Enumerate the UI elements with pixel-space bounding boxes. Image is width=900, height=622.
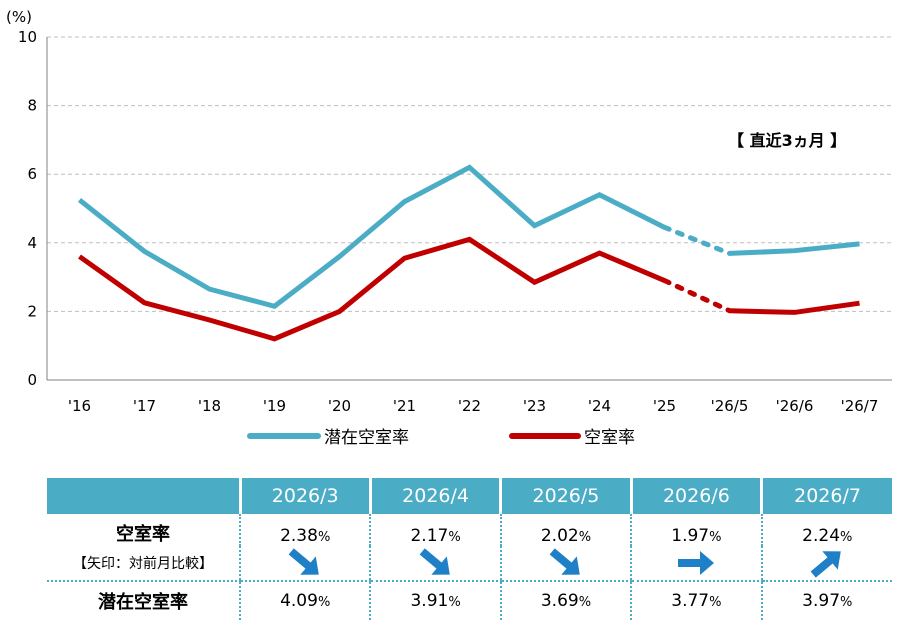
percent-sign: %: [840, 595, 853, 610]
y-tick-labels: 0 2 4 6 8 10: [18, 28, 37, 389]
trend-arrow-cell: [760, 546, 892, 582]
trend-arrow-icon: [288, 548, 319, 575]
y-tick-label: 8: [27, 97, 37, 115]
legend-label-potential: 潜在空室率: [324, 428, 409, 448]
vacancy-value: 2.38: [280, 526, 318, 546]
vacancy-cell: 2.38%: [238, 514, 371, 546]
x-tick-label: '17: [133, 397, 156, 415]
series-line-recent: [729, 241, 860, 256]
percent-sign: %: [709, 595, 722, 610]
series-line-solid: [78, 236, 666, 342]
row-label-potential: 潜在空室率: [47, 581, 240, 620]
potential-value: 3.69: [540, 591, 579, 611]
percent-sign: %: [578, 530, 592, 545]
series-line-solid: [77, 164, 666, 309]
potential-value: 3.97: [802, 591, 841, 611]
row-label-arrow-note: 【矢印：対前月比較】: [47, 546, 240, 582]
y-tick-label: 4: [27, 234, 37, 252]
header-month: 2026/5: [499, 478, 632, 514]
axes: [46, 37, 892, 381]
x-tick-label: '26/5: [711, 397, 749, 415]
series-lines: [77, 164, 860, 342]
x-tick-label: '26/6: [776, 397, 814, 415]
potential-value: 3.91: [410, 591, 449, 611]
x-tick-label: '16: [68, 397, 91, 415]
x-tick-label: '25: [653, 397, 676, 415]
potential-value: 3.77: [671, 591, 710, 611]
arrow-shape: [810, 551, 842, 578]
vacancy-cell: 2.02%: [499, 514, 632, 546]
recent-3-months-annotation: 【 直近3ヵ月 】: [728, 131, 846, 150]
potential-cell: 3.77%: [630, 581, 762, 620]
vacancy-cell: 1.97%: [630, 514, 762, 546]
percent-sign: %: [317, 530, 331, 545]
potential-label: 潜在空室率: [98, 592, 188, 613]
x-tick-label: '20: [328, 397, 351, 415]
trend-arrow-cell: [238, 546, 371, 582]
vacancy-value: 2.24: [802, 526, 841, 546]
percent-sign: %: [840, 530, 853, 545]
x-tick-label: '26/7: [841, 397, 879, 415]
header-month: 2026/4: [368, 478, 501, 514]
arrow-shape: [419, 548, 450, 575]
trend-arrow-cell: [369, 546, 501, 582]
header-month: 2026/7: [760, 478, 892, 514]
series-line-dotted: [662, 278, 732, 314]
y-tick-label: 2: [27, 302, 37, 320]
table-row-potential: 潜在空室率 4.09% 3.91% 3.69% 3.77% 3.97%: [47, 581, 892, 620]
header-month: 2026/3: [238, 478, 371, 514]
legend-label-vacancy: 空室率: [584, 428, 635, 448]
potential-cell: 3.97%: [760, 581, 892, 620]
arrow-shape: [288, 548, 319, 575]
series-line-dotted: [662, 224, 732, 256]
potential-value: 4.09: [280, 591, 318, 611]
table-row-arrows: 【矢印：対前月比較】: [47, 546, 892, 582]
y-tick-label: 0: [27, 371, 37, 389]
vacancy-value: 2.02: [540, 526, 579, 546]
trend-arrow-icon: [678, 551, 715, 575]
header-blank-cell: [47, 478, 240, 514]
vacancy-value: 2.17: [410, 526, 449, 546]
y-unit-label: (%): [6, 8, 32, 26]
potential-cell: 4.09%: [238, 581, 371, 620]
percent-sign: %: [578, 595, 592, 610]
grid-lines: [47, 36, 892, 312]
x-tick-label: '24: [588, 397, 611, 415]
arrow-note-label: 【矢印：対前月比較】: [73, 556, 213, 572]
x-tick-label: '21: [393, 397, 416, 415]
trend-arrow-cell: [630, 546, 762, 582]
arrow-shape: [549, 548, 580, 575]
vacancy-cell: 2.24%: [760, 514, 892, 546]
y-tick-label: 6: [27, 165, 37, 183]
vacancy-value: 1.97: [671, 526, 710, 546]
vacancy-label: 空室率: [116, 524, 170, 545]
percent-sign: %: [448, 530, 461, 545]
percent-sign: %: [317, 595, 331, 610]
percent-sign: %: [709, 530, 722, 545]
table-header-row: 2026/3 2026/4 2026/5 2026/6 2026/7: [47, 478, 892, 514]
trend-arrow-icon: [419, 548, 450, 575]
x-tick-label: '22: [458, 397, 481, 415]
x-tick-labels: '16 '17 '18 '19 '20 '21 '22 '23 '24 '25 '26/5 '26/6…: [68, 397, 879, 415]
series-line-recent: [729, 300, 860, 315]
trend-arrow-icon: [549, 548, 580, 575]
vacancy-cell: 2.17%: [369, 514, 501, 546]
x-tick-label: '23: [523, 397, 546, 415]
legend: 潜在空室率 空室率: [247, 428, 635, 448]
monthly-summary-table: 2026/3 2026/4 2026/5 2026/6 2026/7 空室率 2…: [47, 478, 892, 620]
potential-cell: 3.69%: [499, 581, 632, 620]
percent-sign: %: [448, 595, 461, 610]
arrow-shape: [678, 551, 715, 575]
x-tick-label: '19: [263, 397, 286, 415]
y-tick-label: 10: [18, 28, 37, 46]
potential-cell: 3.91%: [369, 581, 501, 620]
row-label-vacancy: 空室率: [47, 514, 240, 546]
trend-arrow-cell: [499, 546, 632, 582]
table-row-vacancy: 空室率 2.38% 2.17% 2.02% 1.97% 2.24%: [47, 514, 892, 546]
trend-arrow-icon: [810, 551, 842, 578]
x-tick-label: '18: [198, 397, 221, 415]
header-month: 2026/6: [629, 478, 762, 514]
